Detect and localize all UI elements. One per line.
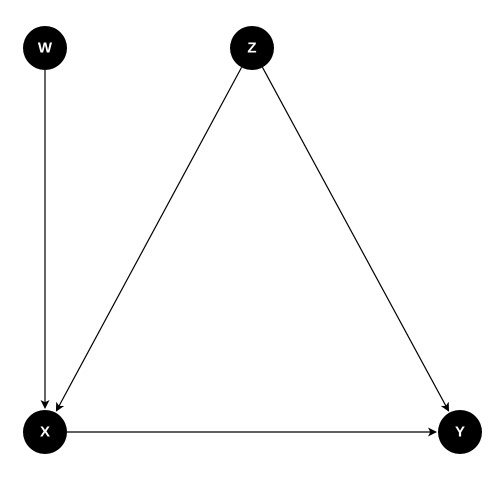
node-label-w: W [38,40,53,57]
node-label-z: Z [247,40,256,57]
node-x: X [23,410,67,454]
node-label-y: Y [455,424,465,441]
node-y: Y [438,410,482,454]
node-w: W [23,26,67,70]
directed-graph: W Z X Y [0,0,504,504]
edge-z-x [56,67,241,411]
edge-z-y [262,67,448,411]
node-label-x: X [40,424,50,441]
node-z: Z [230,26,274,70]
